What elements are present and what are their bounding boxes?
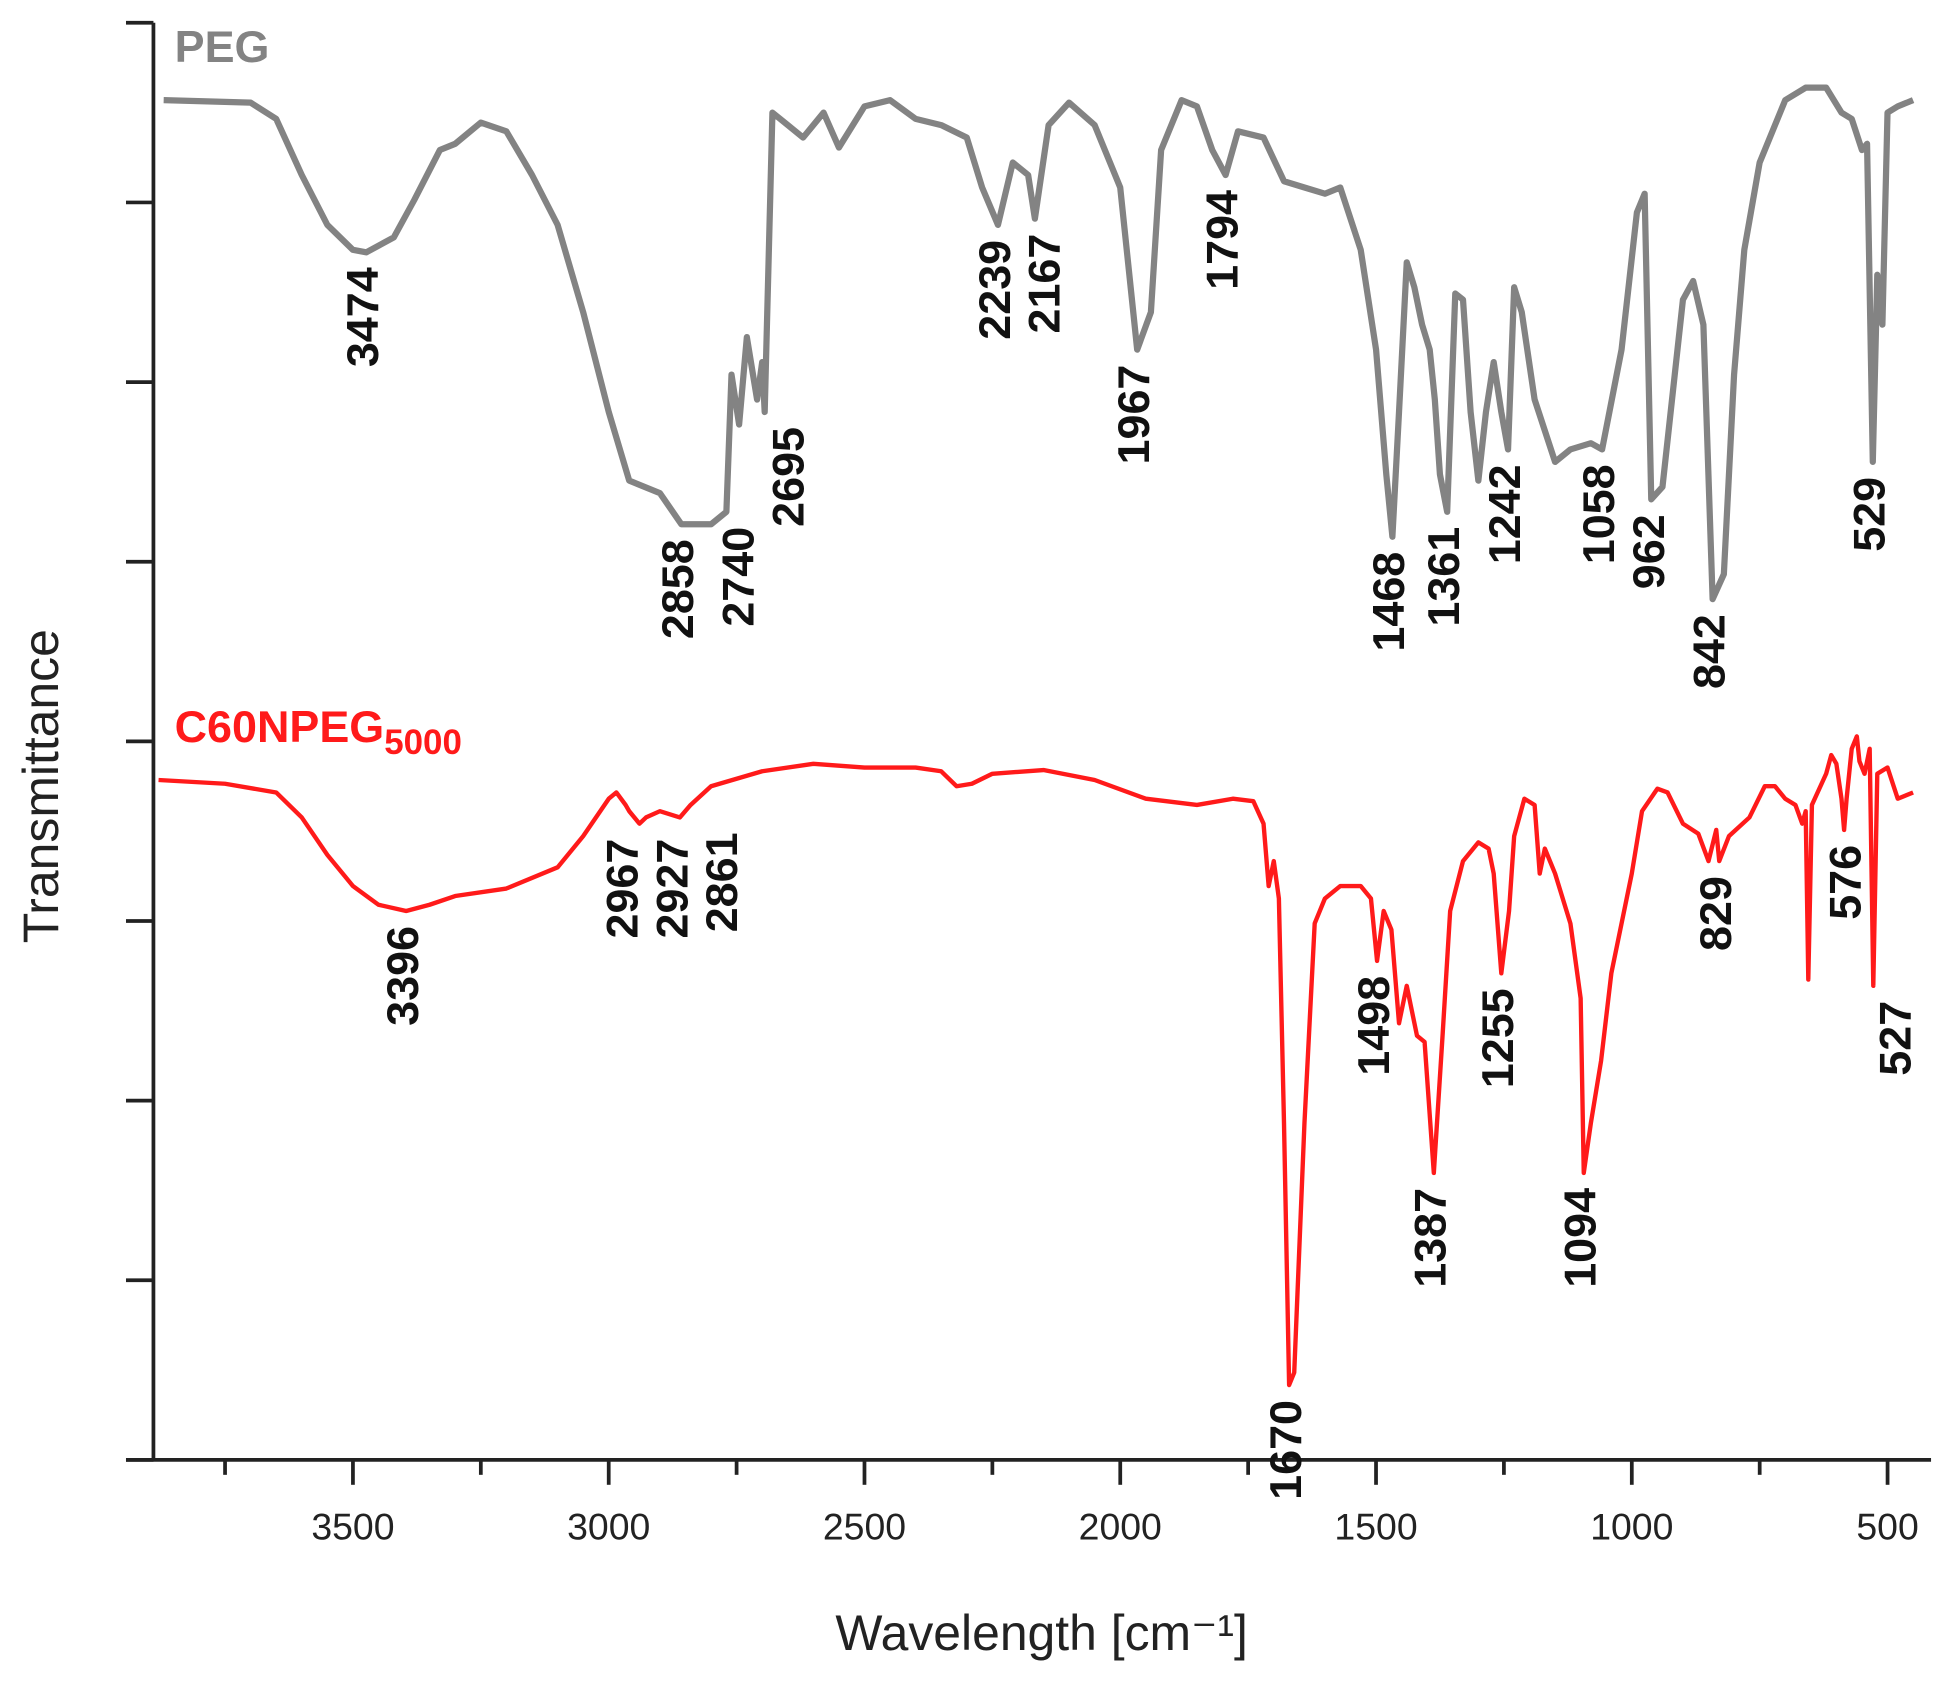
peak-label: 2740 <box>713 527 764 627</box>
peak-label: 2695 <box>762 427 813 527</box>
peak-label: 527 <box>1869 1001 1920 1076</box>
x-tick-label: 500 <box>1856 1506 1918 1548</box>
peak-label: 842 <box>1683 614 1734 689</box>
x-tick-label: 2000 <box>1079 1506 1162 1548</box>
peak-label: 2967 <box>596 839 647 939</box>
peak-label: 1498 <box>1348 976 1399 1076</box>
peak-label: 1670 <box>1260 1400 1311 1500</box>
series-name: PEG <box>175 21 270 72</box>
peak-label: 576 <box>1820 845 1871 920</box>
x-axis-label: Wavelength [cm⁻¹] <box>835 1605 1248 1661</box>
y-axis-label: Transmittance <box>13 629 69 943</box>
peak-label: 1058 <box>1573 464 1624 564</box>
series-label: PEG <box>175 21 270 72</box>
peak-label: 529 <box>1844 477 1895 552</box>
x-tick-label: 3000 <box>567 1506 650 1548</box>
peak-label: 1967 <box>1108 365 1159 465</box>
peak-label: 2861 <box>696 832 747 932</box>
peak-label: 1794 <box>1196 190 1247 290</box>
x-tick-label: 1500 <box>1334 1506 1417 1548</box>
peak-label: 1242 <box>1479 464 1530 564</box>
peak-label: 2239 <box>969 240 1020 340</box>
x-tick-label: 2500 <box>823 1506 906 1548</box>
peak-label: 962 <box>1623 514 1674 589</box>
x-tick-label: 3500 <box>311 1506 394 1548</box>
peak-label: 1387 <box>1405 1188 1456 1288</box>
peak-label: 2927 <box>646 839 697 939</box>
series-subscript: 5000 <box>384 723 462 762</box>
peak-label: 1255 <box>1472 988 1523 1088</box>
spectrum-line <box>163 84 1915 603</box>
peak-label: 2858 <box>652 539 703 639</box>
peak-label: 1361 <box>1418 527 1469 627</box>
peak-label: 829 <box>1690 876 1741 951</box>
x-tick-label: 1000 <box>1590 1506 1673 1548</box>
series-name: C60NPEG <box>175 701 385 752</box>
series-label: C60NPEG5000 <box>175 701 462 762</box>
peak-label: 1094 <box>1555 1188 1606 1288</box>
peak-label: 1468 <box>1363 552 1414 652</box>
peak-label: 2167 <box>1019 234 1070 334</box>
spectrum-line <box>158 734 1914 1388</box>
peak-label: 3396 <box>377 926 428 1026</box>
peak-label: 3474 <box>337 267 388 367</box>
